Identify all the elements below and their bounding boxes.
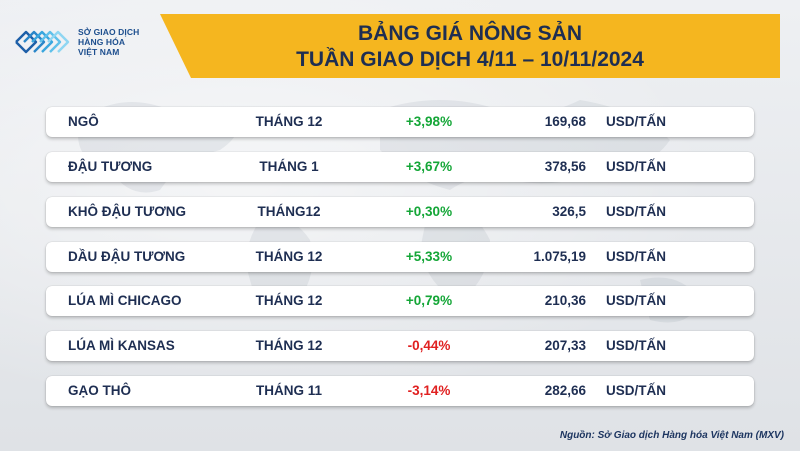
contract-month: THÁNG 12 [255,338,323,353]
price-unit: USD/TẤN [606,383,666,398]
logo-line-2: HÀNG HÓA [78,37,126,47]
commodity-name: LÚA MÌ KANSAS [68,338,175,353]
price-change: +3,98% [405,114,453,129]
contract-month: THÁNG 12 [255,249,323,264]
price-unit: USD/TẤN [606,249,666,264]
contract-month: THÁNG 1 [259,159,319,174]
contract-month: THÁNG 12 [255,114,323,129]
source-note: Nguồn: Sở Giao dịch Hàng hóa Việt Nam (M… [559,430,784,441]
price-change: +3,67% [405,159,453,174]
price-unit: USD/TẤN [606,204,666,219]
commodity-name: NGÔ [68,114,99,129]
table-row: LÚA MÌ CHICAGO THÁNG 12 +0,79% 210,36 US… [46,286,754,316]
logo-text: SỞ GIAO DỊCH HÀNG HÓA VIỆT NAM [78,27,139,57]
price-unit: USD/TẤN [606,159,666,174]
price-value: 326,5 [552,204,586,219]
logo-line-1: SỞ GIAO DỊCH [78,27,140,37]
price-change: +0,30% [405,204,453,219]
price-value: 210,36 [544,293,586,308]
table-row: GẠO THÔ THÁNG 11 -3,14% 282,66 USD/TẤN [46,376,754,406]
contract-month: THÁNG 12 [255,293,323,308]
price-change: +0,79% [405,293,453,308]
title-banner: BẢNG GIÁ NÔNG SẢN TUẦN GIAO DỊCH 4/11 – … [160,14,780,78]
logo-mark-icon [15,30,70,54]
commodity-name: ĐẬU TƯƠNG [68,159,153,174]
table-row: ĐẬU TƯƠNG THÁNG 1 +3,67% 378,56 USD/TẤN [46,152,754,182]
logo-line-3: VIỆT NAM [78,47,120,57]
commodity-name: GẠO THÔ [68,383,131,398]
price-value: 282,66 [544,383,586,398]
commodity-name: DẦU ĐẬU TƯƠNG [68,249,186,264]
commodity-name: LÚA MÌ CHICAGO [68,293,182,308]
commodity-name: KHÔ ĐẬU TƯƠNG [68,204,186,219]
price-change: -0,44% [407,338,451,353]
table-row: DẦU ĐẬU TƯƠNG THÁNG 12 +5,33% 1.075,19 U… [46,242,754,272]
price-unit: USD/TẤN [606,338,666,353]
price-value: 207,33 [544,338,586,353]
price-value: 378,56 [544,159,586,174]
price-change: -3,14% [407,383,451,398]
page-title: BẢNG GIÁ NÔNG SẢN [357,22,582,45]
table-row: KHÔ ĐẬU TƯƠNG THÁNG12 +0,30% 326,5 USD/T… [46,197,754,227]
price-unit: USD/TẤN [606,114,666,129]
price-unit: USD/TẤN [606,293,666,308]
contract-month: THÁNG12 [257,204,321,219]
mxv-logo: SỞ GIAO DỊCH HÀNG HÓA VIỆT NAM [14,14,156,70]
price-change: +5,33% [405,249,453,264]
table-row: LÚA MÌ KANSAS THÁNG 12 -0,44% 207,33 USD… [46,331,754,361]
page-subtitle: TUẦN GIAO DỊCH 4/11 – 10/11/2024 [296,48,644,71]
contract-month: THÁNG 11 [255,383,323,398]
price-value: 169,68 [544,114,586,129]
price-value: 1.075,19 [533,249,586,264]
table-row: NGÔ THÁNG 12 +3,98% 169,68 USD/TẤN [46,107,754,137]
